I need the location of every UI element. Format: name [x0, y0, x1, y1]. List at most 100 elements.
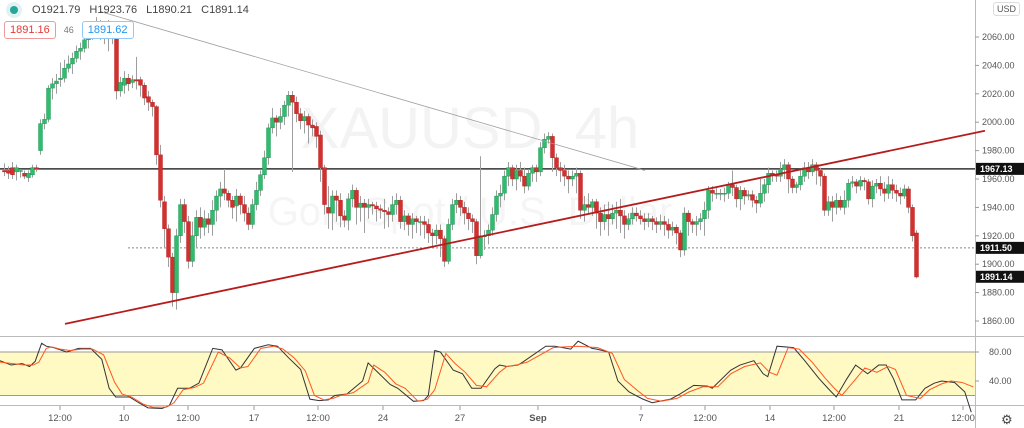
- candle: [574, 173, 579, 177]
- candle: [138, 79, 143, 86]
- candle: [342, 215, 347, 221]
- candle: [670, 227, 675, 231]
- time-tick-label: Sep: [529, 413, 547, 424]
- candle: [430, 232, 435, 237]
- candle: [118, 82, 123, 92]
- candle: [490, 214, 495, 231]
- currency-badge[interactable]: USD: [993, 2, 1021, 16]
- candle: [390, 204, 395, 215]
- candle: [758, 192, 763, 204]
- price-label-box: [976, 270, 1024, 283]
- candle: [70, 58, 75, 65]
- candle: [290, 95, 295, 103]
- candle: [122, 77, 127, 86]
- candle: [714, 192, 719, 195]
- candle: [494, 195, 499, 215]
- candle: [582, 204, 587, 211]
- stochastic-k-line: [0, 340, 972, 413]
- candle: [518, 170, 523, 177]
- candle: [258, 174, 263, 191]
- candle: [6, 170, 11, 174]
- candle: [862, 180, 867, 183]
- candle: [178, 204, 183, 236]
- time-tick-label: 17: [249, 413, 260, 424]
- price-tick-label: 1900.00: [982, 259, 1015, 269]
- candle: [82, 39, 87, 49]
- time-tick-label: 12:00: [306, 413, 330, 424]
- candle: [502, 175, 507, 194]
- candle: [734, 187, 739, 200]
- high-value: H1923.76: [89, 4, 138, 16]
- candle: [262, 157, 267, 175]
- candle: [54, 80, 59, 85]
- descending-resistance-trendline[interactable]: [99, 11, 646, 171]
- candle: [310, 124, 315, 129]
- candle: [194, 217, 199, 236]
- candle: [642, 218, 647, 222]
- settings-gear-icon[interactable]: ⚙: [1001, 412, 1013, 427]
- candle: [798, 175, 803, 185]
- candle: [586, 204, 591, 208]
- candle: [302, 116, 307, 121]
- ascending-support-trendline[interactable]: [64, 129, 986, 325]
- candle: [434, 229, 439, 236]
- candle: [362, 202, 367, 208]
- candle: [678, 232, 683, 251]
- candle: [214, 195, 219, 211]
- candle: [366, 204, 371, 208]
- candle: [10, 167, 15, 175]
- candle: [226, 192, 231, 201]
- candle: [814, 164, 819, 171]
- candle: [726, 184, 731, 194]
- candle: [598, 212, 603, 222]
- candle: [638, 215, 643, 219]
- candle: [894, 190, 899, 194]
- candle: [210, 210, 215, 225]
- candle: [610, 212, 615, 219]
- candle: [442, 238, 447, 262]
- time-tick-label: 14: [765, 413, 776, 424]
- candle: [654, 221, 659, 225]
- candle: [326, 207, 331, 214]
- candle: [34, 167, 39, 170]
- candle: [330, 195, 335, 214]
- candle: [702, 210, 707, 219]
- candle: [78, 48, 83, 52]
- price-tick-label: 1940.00: [982, 202, 1015, 212]
- candle: [606, 214, 611, 219]
- candle: [254, 190, 259, 205]
- candle: [406, 215, 411, 225]
- candle: [790, 178, 795, 188]
- candle: [706, 190, 711, 211]
- candle: [690, 221, 695, 225]
- candle: [570, 175, 575, 180]
- market-status-icon: [10, 6, 18, 14]
- candle: [150, 102, 155, 107]
- time-tick-label: 10: [119, 413, 130, 424]
- candle: [738, 190, 743, 200]
- candle: [378, 208, 383, 211]
- time-tick-label: 12:00: [822, 413, 846, 424]
- candle: [562, 170, 567, 177]
- candle: [450, 204, 455, 225]
- candle: [426, 224, 431, 234]
- buy-button[interactable]: 1891.62: [81, 21, 134, 39]
- candle: [386, 211, 391, 215]
- candle: [510, 167, 515, 180]
- candle: [42, 119, 47, 124]
- candle: [158, 154, 163, 201]
- price-label: 1891.14: [980, 272, 1013, 282]
- candle: [322, 167, 327, 205]
- candle: [134, 79, 139, 82]
- candle: [318, 134, 323, 168]
- candle: [462, 207, 467, 214]
- candle: [394, 200, 399, 205]
- candle: [854, 181, 859, 187]
- candle: [722, 192, 727, 195]
- candle: [278, 116, 283, 123]
- candle: [618, 210, 623, 217]
- sell-button[interactable]: 1891.16: [4, 21, 56, 39]
- candle: [162, 201, 167, 229]
- candle: [350, 190, 355, 200]
